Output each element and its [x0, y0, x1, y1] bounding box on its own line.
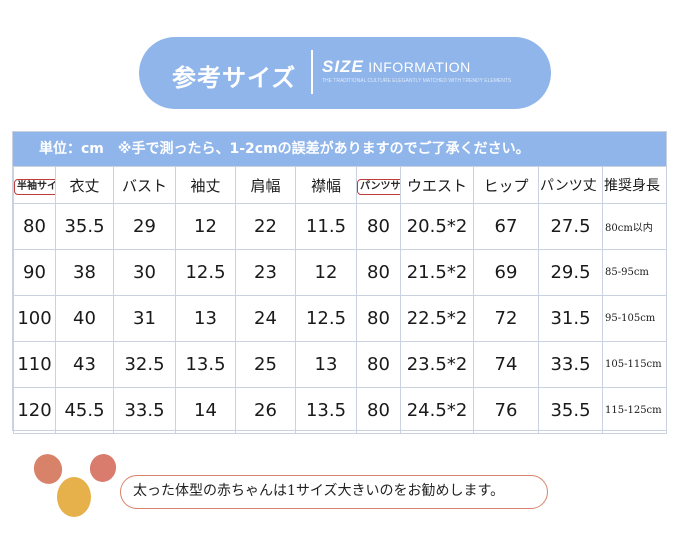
table-cell: 11.5: [295, 203, 357, 250]
header-cell: ヒップ: [473, 166, 539, 204]
header-cell: パンツサイズ: [356, 166, 401, 204]
table-cell: 33.5: [113, 387, 176, 434]
table-row: 110 43 32.5 13.5 25 13 80 23.5*2 74 33.5 105-115cm: [13, 341, 667, 388]
table-cell: 40: [55, 295, 114, 342]
table-cell: 69: [473, 249, 539, 296]
table-cell: 43: [55, 341, 114, 388]
header-cell: パンツ丈: [538, 166, 603, 204]
table-cell: 13.5: [175, 341, 236, 388]
table-cell: 12: [295, 249, 357, 296]
table-cell: 100: [13, 295, 56, 342]
table-cell: 33.5: [538, 341, 603, 388]
table-row: 120 45.5 33.5 14 26 13.5 80 24.5*2 76 35.5 115-125…: [13, 387, 667, 434]
table-cell: 32.5: [113, 341, 176, 388]
footer-note: 太った体型の赤ちゃんは1サイズ大きいのをお勧めします。: [120, 475, 548, 509]
table-cell: 24: [235, 295, 296, 342]
table-cell: 35.5: [538, 387, 603, 434]
table-cell: 105-115cm: [602, 341, 667, 388]
decorative-dot: [86, 451, 120, 485]
table-header-row: 半袖サイズ 衣丈 バスト 袖丈 肩幅 襟幅 パンツサイズ ウエスト ヒップ パン…: [13, 166, 667, 204]
unit-notice: 単位：cm ※手で測ったら、1-2cmの誤差がありますのでご了承ください。: [13, 132, 666, 166]
table-cell: 12.5: [175, 249, 236, 296]
table-cell: 12.5: [295, 295, 357, 342]
table-cell: 26: [235, 387, 296, 434]
table-cell: 14: [175, 387, 236, 434]
table-cell: 13.5: [295, 387, 357, 434]
table-cell: 20.5*2: [400, 203, 474, 250]
table-cell: 74: [473, 341, 539, 388]
title-en-bold: SIZE: [322, 57, 364, 76]
table-cell: 80cm以内: [602, 203, 667, 250]
table-cell: 80: [356, 295, 401, 342]
table-cell: 120: [13, 387, 56, 434]
table-cell: 29.5: [538, 249, 603, 296]
table-cell: 80: [356, 203, 401, 250]
table-cell: 95-105cm: [602, 295, 667, 342]
title-en: SIZE INFORMATION: [322, 57, 471, 77]
header-cell: 半袖サイズ: [13, 166, 56, 204]
table-cell: 35.5: [55, 203, 114, 250]
table-row: 90 38 30 12.5 23 12 80 21.5*2 69 29.5 85-95cm: [13, 249, 667, 296]
size-table: 半袖サイズ 衣丈 バスト 袖丈 肩幅 襟幅 パンツサイズ ウエスト ヒップ パン…: [13, 166, 667, 434]
table-cell: 21.5*2: [400, 249, 474, 296]
title-divider: [311, 50, 313, 94]
table-cell: 27.5: [538, 203, 603, 250]
header-cell: 衣丈: [55, 166, 114, 204]
table-cell: 80: [13, 203, 56, 250]
table-cell: 85-95cm: [602, 249, 667, 296]
table-cell: 13: [175, 295, 236, 342]
table-row: 80 35.5 29 12 22 11.5 80 20.5*2 67 27.5 80cm以内: [13, 203, 667, 250]
header-cell: 肩幅: [235, 166, 296, 204]
table-cell: 67: [473, 203, 539, 250]
table-cell: 25: [235, 341, 296, 388]
table-body: 80 35.5 29 12 22 11.5 80 20.5*2 67 27.5 80cm以内 90 38…: [13, 203, 667, 434]
table-cell: 72: [473, 295, 539, 342]
table-cell: 13: [295, 341, 357, 388]
table-row: 100 40 31 13 24 12.5 80 22.5*2 72 31.5 95-105cm: [13, 295, 667, 342]
table-cell: 80: [356, 341, 401, 388]
table-cell: 90: [13, 249, 56, 296]
title-fine-print: THE TRADITIONAL CULTURE ELEGANTLY MATCHE…: [322, 78, 512, 84]
table-cell: 115-125cm: [602, 387, 667, 434]
table-cell: 22: [235, 203, 296, 250]
table-cell: 80: [356, 249, 401, 296]
header-cell: 推奨身長: [602, 166, 667, 204]
table-cell: 23: [235, 249, 296, 296]
table-cell: 31: [113, 295, 176, 342]
title-banner: [139, 37, 551, 109]
table-cell: 12: [175, 203, 236, 250]
table-cell: 110: [13, 341, 56, 388]
table-cell: 23.5*2: [400, 341, 474, 388]
table-cell: 24.5*2: [400, 387, 474, 434]
table-cell: 30: [113, 249, 176, 296]
header-cell: 袖丈: [175, 166, 236, 204]
header-cell: バスト: [113, 166, 176, 204]
table-cell: 29: [113, 203, 176, 250]
table-cell: 76: [473, 387, 539, 434]
table-cell: 80: [356, 387, 401, 434]
title-en-rest: INFORMATION: [368, 59, 471, 75]
decorative-dot: [57, 477, 91, 517]
title-jp: 参考サイズ: [172, 64, 297, 92]
table-cell: 38: [55, 249, 114, 296]
table-cell: 45.5: [55, 387, 114, 434]
header-cell: ウエスト: [400, 166, 474, 204]
header-cell: 襟幅: [295, 166, 357, 204]
table-cell: 31.5: [538, 295, 603, 342]
table-cell: 22.5*2: [400, 295, 474, 342]
